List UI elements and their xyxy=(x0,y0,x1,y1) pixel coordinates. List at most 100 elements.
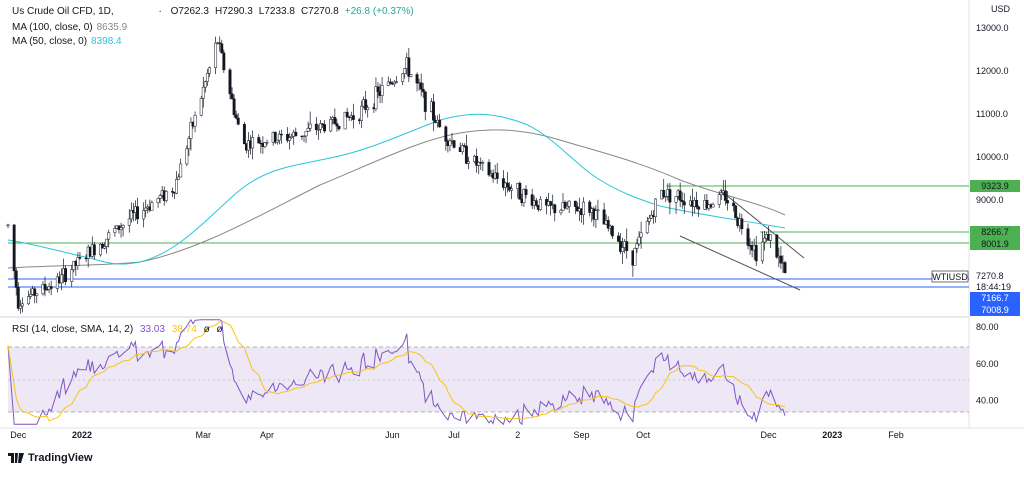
candle-body xyxy=(234,114,238,119)
candle-body xyxy=(164,191,168,201)
candle-body xyxy=(637,236,641,245)
candle-body xyxy=(277,133,281,141)
candle-body xyxy=(432,101,435,121)
candle-body xyxy=(619,241,623,252)
time-axis[interactable]: Dec 2022 Mar Apr Jun Jul 2 Sep Oct Dec 2023 Feb xyxy=(10,430,903,440)
candle-body xyxy=(364,99,368,110)
candle-body xyxy=(762,237,766,243)
candle-body xyxy=(711,204,715,208)
level-tag-9323 xyxy=(970,180,1020,192)
tradingview-icon xyxy=(8,453,24,463)
candle-body xyxy=(392,81,396,85)
candle-body xyxy=(103,246,107,249)
candle-body xyxy=(415,74,419,84)
candle-body xyxy=(337,125,341,130)
candle-body xyxy=(602,209,606,225)
candle-body xyxy=(228,69,232,95)
candle-body xyxy=(719,192,723,195)
candle-body xyxy=(760,241,764,262)
candle-body xyxy=(158,195,162,199)
candle-body xyxy=(92,244,96,256)
rsi-value: 33.03 xyxy=(139,324,165,335)
candle-body xyxy=(207,67,211,74)
candle-body xyxy=(582,201,586,215)
candle-body xyxy=(360,105,364,121)
candle-body xyxy=(201,86,205,99)
candle-body xyxy=(522,189,526,203)
candle-body xyxy=(475,155,479,166)
candle-body xyxy=(374,86,378,110)
candle-body xyxy=(421,88,425,93)
brand-name: TradingView xyxy=(28,452,93,464)
candle-body xyxy=(156,198,160,203)
candle-body xyxy=(647,217,651,222)
rsi-ma-value: 38.74 xyxy=(171,324,197,335)
candle-body xyxy=(279,133,283,136)
candle-body xyxy=(193,114,197,127)
ma100-label: MA (100, close, 0) xyxy=(12,22,93,33)
candle-body xyxy=(29,293,33,297)
candle-body xyxy=(189,121,193,139)
candle-body xyxy=(205,73,209,82)
last-price-label: 7270.8 xyxy=(976,271,1004,281)
candle-body xyxy=(199,98,203,116)
candle-body xyxy=(678,190,682,201)
level-label-7008: 7008.9 xyxy=(981,305,1009,315)
candle-body xyxy=(419,82,423,90)
candle-body xyxy=(144,207,148,211)
candle-body xyxy=(495,172,499,179)
candle-body xyxy=(464,145,468,164)
candle-body xyxy=(565,206,569,209)
price-axis[interactable]: 13000.0 12000.0 11000.0 10000.0 9000.0 xyxy=(976,23,1009,205)
rsi-legend[interactable]: RSI (14, close, SMA, 14, 2) 33.03 38.74 … xyxy=(12,324,223,336)
ma100-legend[interactable]: MA (100, close, 0) 8635.9 xyxy=(12,22,127,34)
rsi-axis[interactable]: 80.00 60.00 40.00 xyxy=(976,322,999,405)
candle-body xyxy=(136,206,139,220)
candle-body xyxy=(220,43,224,54)
candle-body xyxy=(286,134,290,141)
candle-body xyxy=(335,123,339,127)
candle-body xyxy=(59,274,63,284)
candle-body xyxy=(214,42,218,68)
price-tick-label: 11000.0 xyxy=(976,109,1008,119)
lower-trend-line[interactable] xyxy=(679,235,801,291)
candle-body xyxy=(606,220,610,229)
candle-body xyxy=(321,123,324,125)
candle-body xyxy=(407,57,411,77)
symbol-legend[interactable]: Us Crude Oil CFD, 1D, · O7262.3 H7290.3 L7… xyxy=(12,6,414,18)
tradingview-logo[interactable]: TradingView xyxy=(8,452,93,464)
candle-body xyxy=(682,201,686,206)
open-value: O7262.3 xyxy=(170,6,209,17)
time-tick-label: 2023 xyxy=(822,430,842,440)
ma100-value: 8635.9 xyxy=(96,22,128,33)
candle-body xyxy=(179,163,183,178)
ma50-line xyxy=(7,113,786,265)
candle-body xyxy=(388,81,392,84)
candle-body xyxy=(403,68,407,75)
candle-body xyxy=(20,303,24,307)
candle-body xyxy=(621,247,625,252)
level-tag-7008 xyxy=(970,304,1020,316)
candle-body xyxy=(302,135,306,137)
level-tag-8266 xyxy=(970,226,1020,238)
candle-body xyxy=(175,179,179,194)
candle-body xyxy=(316,129,320,131)
candle-body xyxy=(775,234,779,258)
candle-body xyxy=(573,200,577,207)
candle-body xyxy=(76,257,80,266)
candle-body xyxy=(99,244,102,256)
rsi-tick-label: 60.00 xyxy=(976,359,999,369)
price-tick-label: 12000.0 xyxy=(976,66,1009,76)
candle-body xyxy=(664,195,668,198)
candle-body xyxy=(101,244,105,249)
ohlc-values: O7262.3 H7290.3 L7233.8 C7270.8 +26.8 (+0.37… xyxy=(165,6,414,17)
candle-body xyxy=(723,190,727,201)
candle-body xyxy=(639,232,643,238)
ma50-legend[interactable]: MA (50, close, 0) 8398.4 xyxy=(12,36,122,48)
candle-body xyxy=(43,284,47,290)
candle-body xyxy=(288,137,292,141)
candle-body xyxy=(680,200,684,202)
candle-body xyxy=(170,191,174,193)
